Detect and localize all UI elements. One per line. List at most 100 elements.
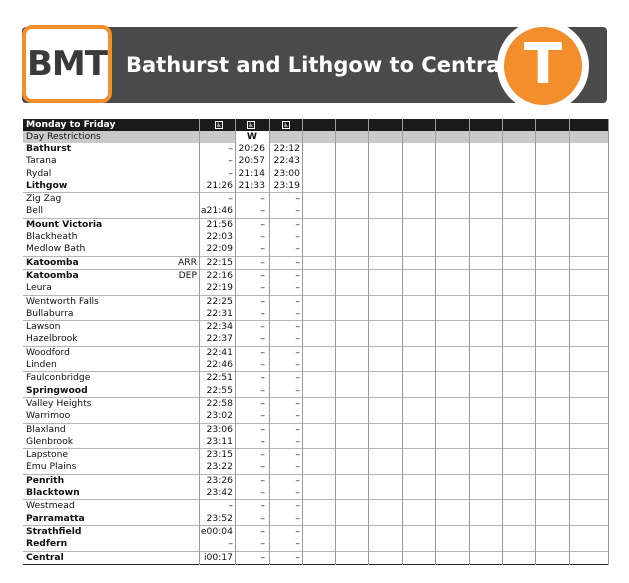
time-cell: – bbox=[295, 487, 300, 499]
time-cell: 22:41 bbox=[206, 346, 233, 358]
time-cell: – bbox=[260, 307, 265, 319]
time-cell: – bbox=[295, 359, 300, 371]
station-name: Bathurst bbox=[26, 143, 72, 154]
time-cell: 22:58 bbox=[206, 397, 233, 409]
time-cell: – bbox=[260, 551, 265, 563]
time-cell: – bbox=[295, 525, 300, 537]
grid-line bbox=[199, 119, 200, 565]
time-cell: – bbox=[295, 538, 300, 550]
station-name: Redfern bbox=[26, 538, 68, 550]
time-cell: – bbox=[295, 449, 300, 461]
timetable: Monday to Friday ♿ ♿ ♿ Day Restrictions … bbox=[23, 119, 609, 565]
station-name: Penrith bbox=[26, 474, 65, 486]
time-cell: – bbox=[295, 269, 300, 281]
station-name: Blaxland bbox=[26, 423, 66, 435]
grid-line bbox=[435, 119, 436, 565]
table-row: Leura 22:19 – – bbox=[23, 282, 608, 296]
time-cell: – bbox=[295, 295, 300, 307]
table-row: Springwood 22:55 – – bbox=[23, 385, 608, 398]
time-cell: 23:19 bbox=[273, 179, 300, 191]
time-cell: 23:15 bbox=[206, 449, 233, 461]
time-cell: 21:14 bbox=[238, 167, 265, 179]
station-name: Glenbrook bbox=[26, 435, 74, 447]
section-label: Monday to Friday bbox=[26, 119, 116, 130]
table-row: Glenbrook 23:11 – – bbox=[23, 435, 608, 450]
table-row: Katoomba DEP 22:16 – – bbox=[23, 270, 608, 282]
time-cell: – bbox=[295, 282, 300, 294]
time-cell: – bbox=[295, 410, 300, 422]
table-row: Bathurst –20:26 22:12 bbox=[23, 143, 608, 155]
table-row: Warrimoo 23:02 – – bbox=[23, 410, 608, 424]
station-name: Wentworth Falls bbox=[26, 295, 99, 307]
station-name: Zig Zag bbox=[26, 193, 62, 205]
table-row: Lawson 22:34 – – bbox=[23, 321, 608, 333]
station-name: Hazelbrook bbox=[26, 333, 78, 345]
station-name: Lawson bbox=[26, 321, 61, 333]
arr-dep-label: ARR bbox=[177, 256, 197, 268]
table-row: Valley Heights 22:58 – – bbox=[23, 398, 608, 410]
grid-line bbox=[535, 119, 536, 565]
grid-line bbox=[502, 119, 503, 565]
grid-line bbox=[368, 119, 369, 565]
table-row: Penrith 23:26 – – bbox=[23, 475, 608, 487]
table-row: Hazelbrook 22:37 – – bbox=[23, 333, 608, 347]
grid-line bbox=[569, 119, 570, 565]
time-cell: – bbox=[260, 372, 265, 384]
time-cell: 22:31 bbox=[206, 307, 233, 319]
time-cell: 22:46 bbox=[206, 359, 233, 371]
time-cell: 21:56 bbox=[206, 218, 233, 230]
station-name: Emu Plains bbox=[26, 461, 77, 473]
time-cell: – bbox=[295, 474, 300, 486]
time-cell: – bbox=[260, 295, 265, 307]
time-cell: – bbox=[260, 487, 265, 499]
station-name: Lithgow bbox=[26, 179, 68, 191]
table-row: Emu Plains 23:22 – – bbox=[23, 461, 608, 475]
time-cell: – bbox=[260, 435, 265, 447]
station-name: Tarana bbox=[26, 155, 57, 167]
table-row: Redfern – – – bbox=[23, 538, 608, 552]
table-row: Faulconbridge 22:51 – – bbox=[23, 372, 608, 384]
time-cell: – bbox=[295, 321, 300, 333]
page-title: Bathurst and Lithgow to Central bbox=[126, 53, 508, 77]
time-cell: – bbox=[295, 461, 300, 473]
time-cell: – bbox=[295, 435, 300, 447]
time-cell: – bbox=[260, 218, 265, 230]
station-name: Bell bbox=[26, 205, 44, 217]
grid-line bbox=[469, 119, 470, 565]
time-cell: – bbox=[295, 500, 300, 512]
time-cell: – bbox=[260, 538, 265, 550]
wheelchair-icon: ♿ bbox=[215, 120, 223, 129]
time-cell: 23:22 bbox=[206, 461, 233, 473]
station-name: Blacktown bbox=[26, 487, 80, 499]
grid-line bbox=[235, 119, 236, 565]
station-name: Westmead bbox=[26, 500, 75, 512]
time-cell: – bbox=[260, 256, 265, 268]
table-row: Bell a21:46 – – bbox=[23, 205, 608, 219]
time-cell: – bbox=[260, 269, 265, 281]
station-name: Linden bbox=[26, 359, 57, 371]
time-cell: 23:02 bbox=[206, 410, 233, 422]
restriction-cell: W bbox=[235, 131, 269, 144]
table-row: Central i00:17 – – bbox=[23, 552, 608, 565]
station-name: Katoomba bbox=[26, 269, 79, 281]
table-row: Medlow Bath 22:09 – – bbox=[23, 243, 608, 257]
time-cell: – bbox=[295, 333, 300, 345]
time-cell: – bbox=[260, 231, 265, 243]
station-name: Medlow Bath bbox=[26, 243, 86, 255]
bmt-logo-text: BMT bbox=[27, 44, 108, 84]
station-name: Lapstone bbox=[26, 449, 69, 461]
time-cell: – bbox=[260, 525, 265, 537]
table-row: Rydal –21:14 23:00 bbox=[23, 168, 608, 180]
station-name: Central bbox=[26, 551, 64, 563]
time-cell: – bbox=[295, 307, 300, 319]
table-row: Blackheath 22:03 – – bbox=[23, 231, 608, 243]
time-cell: i00:17 bbox=[203, 551, 233, 563]
table-row: Wentworth Falls 22:25 – – bbox=[23, 296, 608, 308]
time-cell: – bbox=[295, 512, 300, 524]
t-logo-text: T bbox=[523, 32, 563, 97]
time-cell: 23:00 bbox=[273, 167, 300, 179]
time-cell: – bbox=[228, 143, 233, 154]
table-row: Blacktown 23:42 – – bbox=[23, 487, 608, 501]
time-cell: – bbox=[260, 321, 265, 333]
time-cell: – bbox=[260, 423, 265, 435]
